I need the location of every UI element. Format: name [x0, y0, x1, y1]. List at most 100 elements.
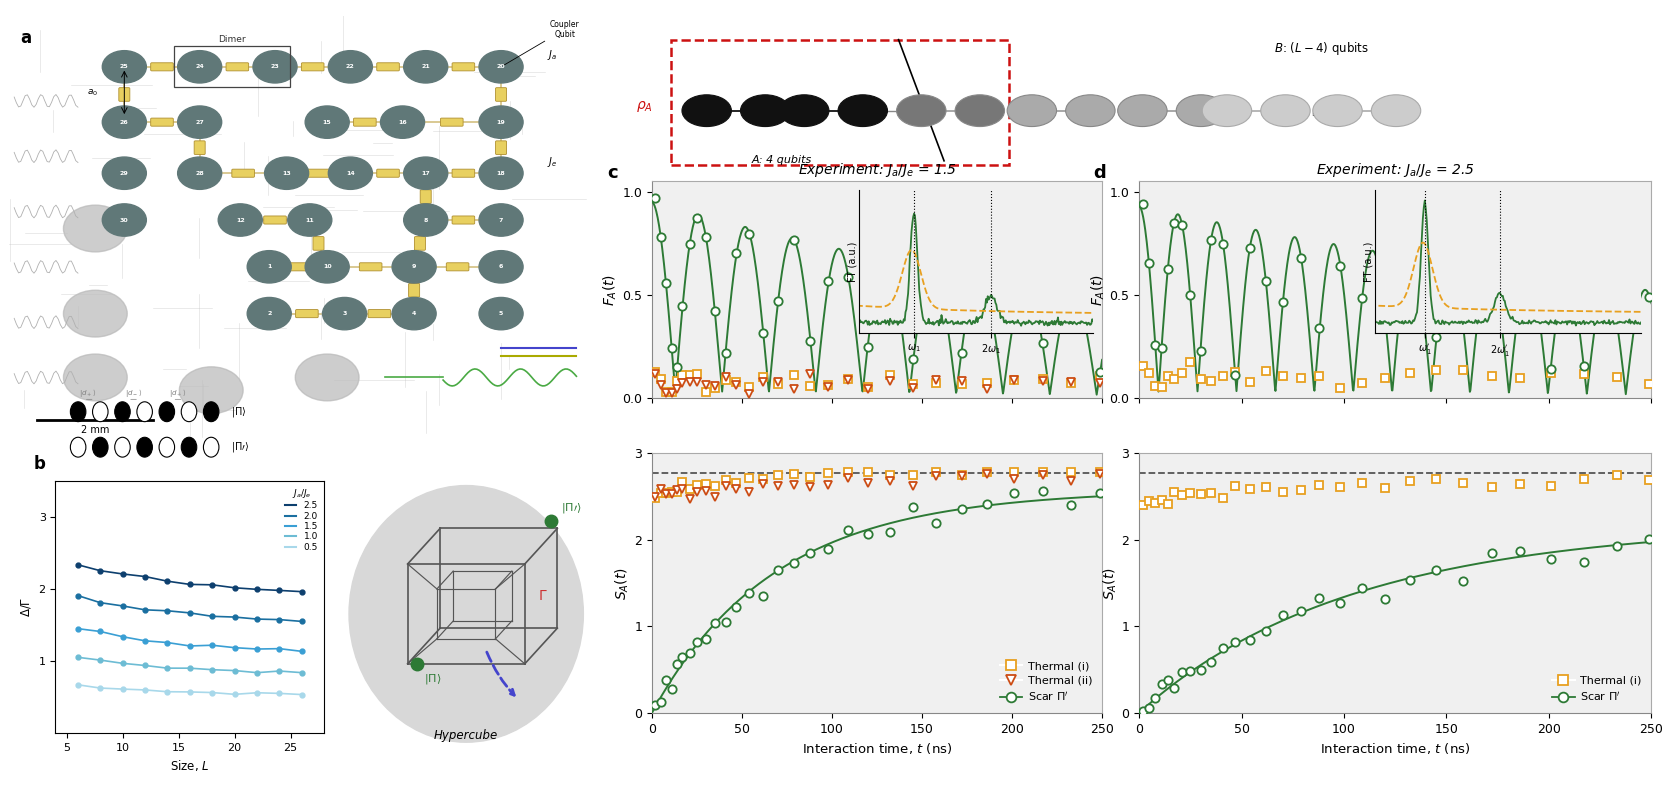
Circle shape	[114, 437, 131, 457]
Text: d: d	[1094, 164, 1105, 182]
Circle shape	[203, 437, 218, 457]
Circle shape	[71, 437, 86, 457]
Text: 2: 2	[267, 311, 272, 316]
Circle shape	[114, 402, 131, 422]
Circle shape	[1117, 95, 1168, 127]
FancyBboxPatch shape	[119, 87, 129, 102]
Circle shape	[479, 50, 522, 83]
Circle shape	[296, 354, 360, 401]
Text: 2 mm: 2 mm	[81, 425, 109, 435]
FancyBboxPatch shape	[452, 216, 475, 224]
Text: 3: 3	[343, 311, 346, 316]
Text: $\cdots$: $\cdots$	[1309, 101, 1334, 125]
Bar	[670, 39, 1010, 165]
Circle shape	[180, 366, 244, 414]
Text: 11: 11	[306, 217, 314, 222]
Text: 7: 7	[499, 217, 504, 222]
FancyBboxPatch shape	[353, 118, 376, 126]
Circle shape	[838, 95, 887, 127]
Circle shape	[181, 437, 197, 457]
Text: 15: 15	[323, 120, 331, 125]
FancyBboxPatch shape	[447, 262, 469, 271]
Circle shape	[349, 485, 583, 742]
Circle shape	[780, 95, 828, 127]
Circle shape	[71, 402, 86, 422]
Circle shape	[181, 402, 197, 422]
Text: 5: 5	[499, 311, 504, 316]
Circle shape	[203, 402, 218, 422]
Text: $B$: $(L - 4)$ qubits: $B$: $(L - 4)$ qubits	[1273, 40, 1369, 58]
Text: $|d_+\rangle$: $|d_+\rangle$	[79, 387, 96, 399]
FancyBboxPatch shape	[408, 284, 420, 297]
Circle shape	[306, 106, 349, 139]
Text: 1: 1	[267, 264, 272, 269]
Circle shape	[64, 205, 128, 252]
FancyBboxPatch shape	[301, 63, 324, 71]
Text: 29: 29	[119, 171, 129, 176]
Circle shape	[479, 157, 522, 189]
FancyBboxPatch shape	[496, 87, 507, 102]
Circle shape	[1260, 95, 1310, 127]
Circle shape	[1371, 95, 1421, 127]
FancyBboxPatch shape	[312, 236, 324, 251]
Circle shape	[403, 157, 449, 189]
Circle shape	[380, 106, 425, 139]
FancyBboxPatch shape	[264, 216, 286, 224]
Text: 10: 10	[323, 264, 331, 269]
Circle shape	[1203, 95, 1252, 127]
Circle shape	[92, 437, 108, 457]
Text: Coupler
Qubit: Coupler Qubit	[504, 20, 580, 65]
Circle shape	[306, 251, 349, 283]
Y-axis label: $S_A(t)$: $S_A(t)$	[1100, 567, 1119, 600]
Circle shape	[102, 157, 146, 189]
Y-axis label: $\Delta/\Gamma$: $\Delta/\Gamma$	[18, 597, 34, 617]
Circle shape	[136, 437, 153, 457]
Circle shape	[160, 437, 175, 457]
Circle shape	[102, 106, 146, 139]
FancyBboxPatch shape	[296, 310, 318, 318]
Text: $|\Pi\rangle$: $|\Pi\rangle$	[230, 405, 247, 418]
Circle shape	[897, 95, 946, 127]
Text: $|\Pi\rangle$: $|\Pi\rangle$	[423, 672, 442, 686]
Text: c: c	[606, 164, 618, 182]
Circle shape	[178, 50, 222, 83]
Text: 24: 24	[195, 65, 203, 69]
Y-axis label: $F_A(t)$: $F_A(t)$	[1089, 273, 1107, 306]
Circle shape	[64, 290, 128, 337]
Circle shape	[264, 157, 309, 189]
Circle shape	[479, 251, 522, 283]
Bar	[173, 46, 289, 87]
Text: 4: 4	[412, 311, 417, 316]
Circle shape	[254, 50, 297, 83]
Circle shape	[247, 251, 291, 283]
Text: 22: 22	[346, 65, 354, 69]
Text: 17: 17	[422, 171, 430, 176]
Title: Experiment: $J_a/J_e$ = 1.5: Experiment: $J_a/J_e$ = 1.5	[798, 162, 956, 180]
Circle shape	[1176, 95, 1226, 127]
Text: 6: 6	[499, 264, 504, 269]
Text: $|\Pi\prime\rangle$: $|\Pi\prime\rangle$	[230, 440, 249, 454]
Text: a: a	[20, 28, 32, 46]
Circle shape	[479, 204, 522, 236]
Text: b: b	[34, 455, 45, 473]
Circle shape	[247, 297, 291, 330]
Text: Dimer: Dimer	[218, 35, 245, 44]
FancyBboxPatch shape	[376, 169, 400, 177]
Circle shape	[956, 95, 1005, 127]
Text: $|d_-\rangle$: $|d_-\rangle$	[124, 387, 143, 399]
FancyBboxPatch shape	[151, 118, 173, 126]
Legend: 2.5, 2.0, 1.5, 1.0, 0.5: 2.5, 2.0, 1.5, 1.0, 0.5	[284, 485, 319, 554]
Text: 20: 20	[497, 65, 506, 69]
X-axis label: Interaction time, $t$ (ns): Interaction time, $t$ (ns)	[801, 742, 953, 756]
X-axis label: Interaction time, $t$ (ns): Interaction time, $t$ (ns)	[1320, 742, 1470, 756]
Circle shape	[92, 402, 108, 422]
Legend: Thermal (i), Scar $\Pi'$: Thermal (i), Scar $\Pi'$	[1547, 671, 1646, 708]
FancyBboxPatch shape	[452, 63, 475, 71]
Circle shape	[328, 50, 373, 83]
FancyBboxPatch shape	[151, 63, 173, 71]
Text: 16: 16	[398, 120, 407, 125]
Circle shape	[1312, 95, 1362, 127]
Text: $J_e$: $J_e$	[548, 154, 558, 169]
Circle shape	[741, 95, 790, 127]
Circle shape	[64, 354, 128, 401]
